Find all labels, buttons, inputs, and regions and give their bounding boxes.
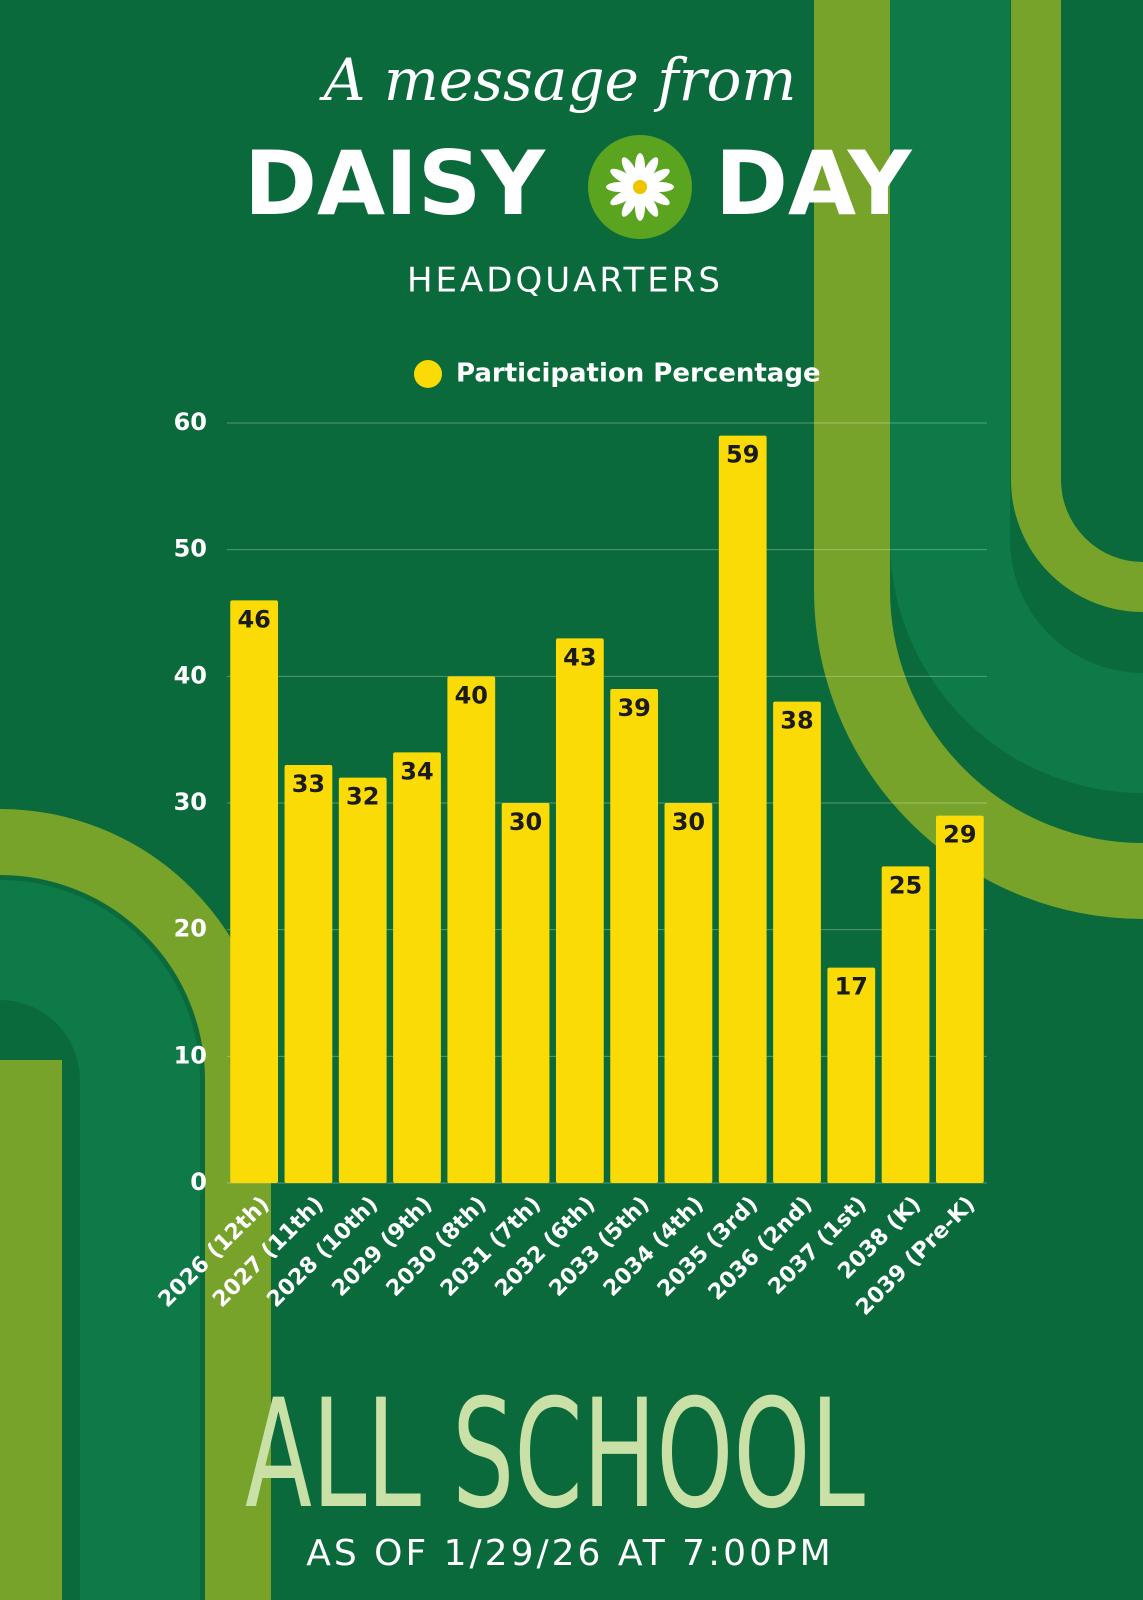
- bar: [555, 638, 604, 1183]
- legend-swatch: [414, 360, 442, 388]
- y-tick-label: 40: [174, 661, 207, 689]
- bar: [610, 689, 659, 1183]
- data-label: 40: [455, 681, 488, 709]
- data-label: 30: [672, 808, 705, 836]
- bar: [501, 803, 550, 1183]
- data-label: 34: [400, 757, 433, 785]
- footer-note: AS OF 1/29/26 AT 7:00PM: [306, 1533, 834, 1574]
- brand-right: DAY: [715, 132, 913, 235]
- legend-label: Participation Percentage: [456, 359, 821, 389]
- data-label: 39: [617, 694, 650, 722]
- data-label: 17: [835, 973, 868, 1001]
- bar: [718, 435, 767, 1184]
- data-label: 25: [889, 871, 922, 899]
- y-tick-label: 0: [190, 1168, 207, 1196]
- y-tick-label: 20: [174, 915, 207, 943]
- data-label: 32: [346, 783, 379, 811]
- footer-title: ALL SCHOOL: [245, 1368, 865, 1542]
- data-label: 33: [292, 770, 325, 798]
- stripe: [1011, 0, 1143, 612]
- data-label: 30: [509, 808, 542, 836]
- brand-left: DAISY: [244, 132, 546, 235]
- stripe: [890, 0, 1143, 793]
- data-label: 29: [943, 821, 976, 849]
- y-tick-label: 50: [174, 535, 207, 563]
- stripe: [814, 0, 1143, 919]
- bar: [338, 777, 387, 1183]
- bar: [827, 967, 876, 1183]
- data-label: 38: [780, 707, 813, 735]
- y-tick-label: 10: [174, 1041, 207, 1069]
- data-label: 43: [563, 643, 596, 671]
- bar: [447, 676, 496, 1183]
- data-label: 59: [726, 441, 759, 469]
- stripe: [0, 1060, 62, 1600]
- kicker: A message from: [319, 46, 797, 114]
- bar: [230, 600, 279, 1183]
- bar: [881, 866, 930, 1183]
- bar: [935, 815, 984, 1183]
- bar: [393, 752, 441, 1183]
- y-tick-label: 30: [174, 788, 207, 816]
- bar: [664, 803, 713, 1183]
- bar: [284, 765, 333, 1183]
- subtitle: HEADQUARTERS: [407, 261, 723, 301]
- y-tick-label: 60: [174, 408, 207, 436]
- data-label: 46: [237, 605, 270, 633]
- stripe: [0, 880, 200, 1600]
- bar: [773, 701, 821, 1183]
- daisy-logo: [588, 135, 692, 239]
